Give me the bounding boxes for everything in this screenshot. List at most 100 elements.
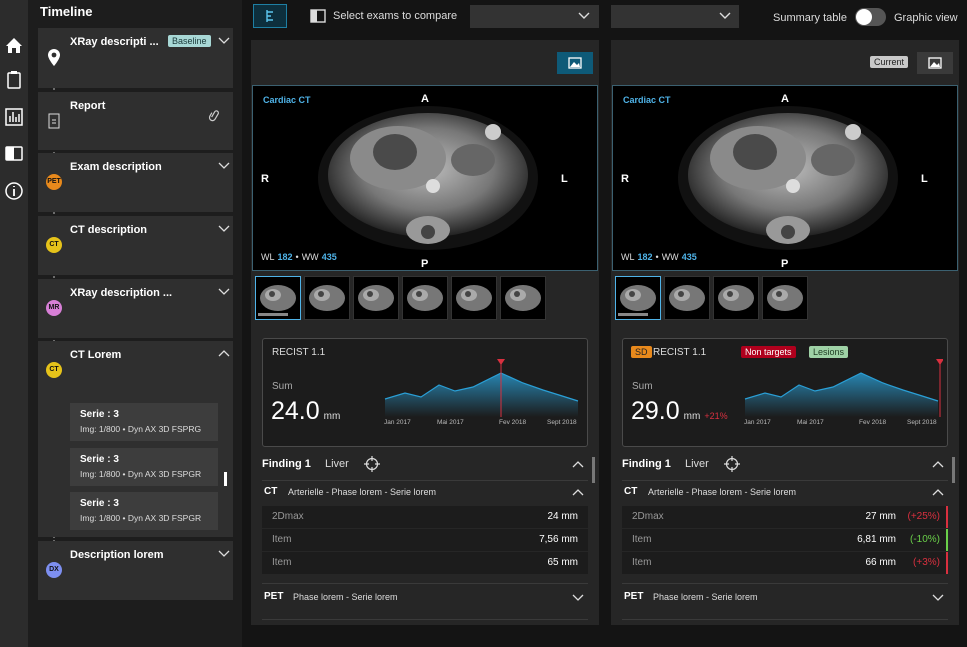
thumbnail[interactable]: [451, 276, 497, 320]
target-icon: [724, 456, 740, 472]
timeline-card[interactable]: CT description: [38, 216, 233, 275]
x-axis-label: Mai 2017: [437, 419, 464, 426]
thumbnail[interactable]: [304, 276, 350, 320]
card-title: Report: [70, 100, 106, 112]
finding-chevron: [572, 461, 584, 468]
thumbnail-progress: [258, 313, 288, 316]
wl-ww: 435: [321, 252, 337, 262]
group-modality: CT: [264, 486, 278, 497]
series-card[interactable]: Serie : 3 Img: 1/800 • Dyn AX 3D FSPGR: [70, 492, 218, 530]
target-icon: [364, 456, 380, 472]
wl-separator: •: [295, 252, 299, 262]
clipboard-icon[interactable]: [7, 72, 21, 89]
home-icon[interactable]: [6, 38, 22, 53]
exam-dropdown-2[interactable]: [611, 5, 739, 28]
scrollbar: [952, 457, 955, 483]
thumbnail[interactable]: [615, 276, 661, 320]
group-modality: PET: [624, 591, 644, 602]
row-change: (+25%): [907, 511, 940, 522]
card-title: CT description: [70, 224, 148, 236]
series-card[interactable]: Serie : 3 Img: 1/800 • Dyn AX 3D FSPRG: [70, 403, 218, 441]
timeline-card[interactable]: Description lorem: [38, 541, 233, 600]
thumbnail[interactable]: [255, 276, 301, 320]
modality-badge: DX: [46, 562, 62, 578]
compare-half: [6, 147, 14, 160]
timeline-card[interactable]: Exam description: [38, 153, 233, 212]
series-title: Serie : 3: [80, 409, 119, 420]
thumbnail[interactable]: [353, 276, 399, 320]
thumbnail-image: [718, 285, 754, 311]
compare-panel: Cardiac CT A R L P WL 182 • WW 435 RECIST 1.1 Sum 24…: [251, 40, 599, 625]
image-button[interactable]: [917, 52, 953, 74]
row-label: Item: [632, 557, 652, 568]
sum-value: 24.0: [271, 397, 320, 425]
window-level: WL 182 • WW 435: [621, 252, 697, 262]
group-description: Phase lorem - Serie lorem: [293, 592, 398, 602]
thumbnail[interactable]: [402, 276, 448, 320]
group-description: Arterielle - Phase lorem - Serie lorem: [648, 487, 797, 497]
compare-checkbox[interactable]: [310, 9, 326, 23]
x-axis-label: Sept 2018: [907, 419, 937, 426]
finding-title: Finding 1: [262, 458, 311, 470]
toggle-icon: [266, 10, 273, 22]
card-chevron: [218, 162, 230, 169]
timeline-toggle[interactable]: [253, 4, 287, 28]
exam-dropdown-1[interactable]: [470, 5, 599, 28]
x-axis-label: Jan 2017: [744, 419, 771, 426]
recist-trend: [744, 359, 943, 417]
timeline-card[interactable]: CT Lorem Serie : 3 Img: 1/800 • Dyn AX 3D …: [38, 341, 233, 537]
wl-wl: 182: [637, 252, 653, 262]
timeline-card[interactable]: XRay descripti ... Baseline: [38, 28, 233, 88]
x-axis-label: Fev 2018: [859, 419, 887, 426]
orientation-right: L: [921, 173, 928, 185]
x-axis-label: Mai 2017: [797, 419, 824, 426]
card-chevron: [218, 288, 230, 295]
wl-ww-label: WW: [661, 252, 679, 262]
report-bars: [9, 112, 20, 122]
thumbnail[interactable]: [713, 276, 759, 320]
wl-wl: 182: [277, 252, 293, 262]
info-icon[interactable]: [5, 182, 23, 200]
sum-label: Sum: [272, 381, 293, 392]
divider: [622, 583, 948, 584]
thumbnail-image: [260, 285, 296, 311]
modality-badge: CT: [46, 362, 62, 378]
row-value: 7,56 mm: [539, 534, 578, 545]
report-icon[interactable]: [5, 108, 23, 126]
card-chevron: [218, 225, 230, 232]
group-chevron: [572, 489, 584, 496]
timeline-card[interactable]: XRay description ...: [38, 279, 233, 338]
ct-scan-image: [678, 106, 898, 250]
ct-scan-image: [318, 106, 538, 250]
thumbnail[interactable]: [762, 276, 808, 320]
group-chevron: [572, 594, 584, 601]
modality-badge: CT: [46, 237, 62, 253]
thumbnail-image: [620, 285, 656, 311]
timeline-scrollbar: [224, 472, 227, 486]
recist-trend: [384, 359, 579, 417]
row-value: 24 mm: [547, 511, 578, 522]
thumbnail-progress: [618, 313, 648, 316]
timeline-card[interactable]: Report: [38, 92, 233, 150]
sum-unit: mm: [323, 411, 341, 422]
divider: [262, 619, 588, 620]
series-card[interactable]: Serie : 3 Img: 1/800 • Dyn AX 3D FSPGR: [70, 448, 218, 486]
orientation-right: L: [561, 173, 568, 185]
image-viewer[interactable]: Cardiac CT A R L P WL 182 • WW 435: [612, 85, 958, 271]
view-toggle[interactable]: [855, 8, 886, 26]
group-description: Phase lorem - Serie lorem: [653, 592, 758, 602]
status-badge: SD: [631, 346, 652, 358]
group-description: Arterielle - Phase lorem - Serie lorem: [288, 487, 437, 497]
graphic-label: Graphic view: [894, 12, 958, 24]
image-viewer[interactable]: Cardiac CT A R L P WL 182 • WW 435: [252, 85, 598, 271]
thumbnail[interactable]: [500, 276, 546, 320]
divider: [262, 480, 588, 481]
image-button[interactable]: [557, 52, 593, 74]
row-value: 66 mm: [865, 557, 896, 568]
wl-wl-label: WL: [261, 252, 275, 262]
thumbnail-image: [505, 285, 541, 311]
series-label: Cardiac CT: [263, 95, 311, 105]
thumbnail[interactable]: [664, 276, 710, 320]
divider: [622, 480, 948, 481]
